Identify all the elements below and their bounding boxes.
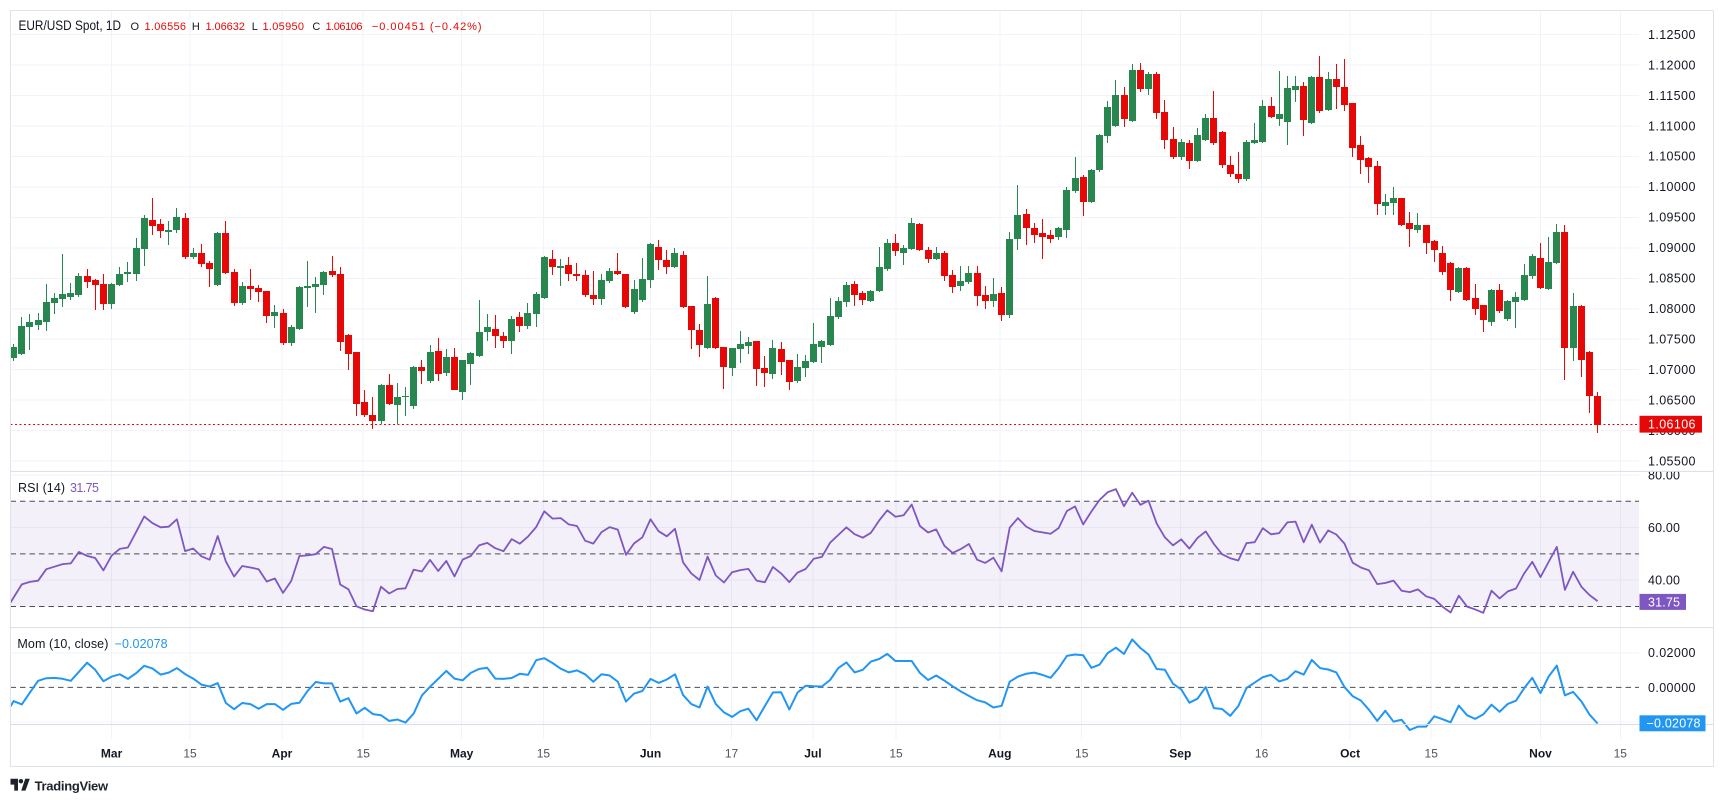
svg-text:Aug: Aug xyxy=(988,747,1011,761)
svg-text:1.07500: 1.07500 xyxy=(1648,333,1696,347)
svg-text:RSI (14): RSI (14) xyxy=(18,481,65,495)
svg-text:1.06556: 1.06556 xyxy=(145,21,187,33)
svg-text:1.06106: 1.06106 xyxy=(1648,418,1696,432)
svg-text:1.06632: 1.06632 xyxy=(206,21,245,33)
svg-text:15: 15 xyxy=(357,747,371,761)
svg-text:Sep: Sep xyxy=(1169,747,1191,761)
svg-text:EUR/USD Spot, 1D: EUR/USD Spot, 1D xyxy=(19,17,122,33)
svg-text:15: 15 xyxy=(183,747,197,761)
svg-text:15: 15 xyxy=(1614,747,1628,761)
svg-text:Mar: Mar xyxy=(101,747,123,761)
svg-text:Jun: Jun xyxy=(640,747,661,761)
svg-text:1.06500: 1.06500 xyxy=(1648,394,1696,408)
svg-text:0.02000: 0.02000 xyxy=(1648,646,1696,660)
svg-text:40.00: 40.00 xyxy=(1648,574,1680,588)
svg-text:1.09500: 1.09500 xyxy=(1648,211,1696,225)
svg-text:−0.00451 (−0.42%): −0.00451 (−0.42%) xyxy=(372,21,482,33)
svg-text:1.08500: 1.08500 xyxy=(1648,272,1696,286)
svg-text:Oct: Oct xyxy=(1340,747,1360,761)
svg-text:1.12000: 1.12000 xyxy=(1648,58,1696,72)
svg-text:O: O xyxy=(131,21,140,33)
svg-text:31.75: 31.75 xyxy=(1648,595,1680,609)
svg-text:1.12500: 1.12500 xyxy=(1648,28,1696,42)
svg-text:1.09000: 1.09000 xyxy=(1648,241,1696,255)
svg-text:−0.02078: −0.02078 xyxy=(1647,717,1701,731)
svg-text:1.11000: 1.11000 xyxy=(1648,119,1696,133)
svg-text:TradingView: TradingView xyxy=(35,779,109,794)
svg-text:Apr: Apr xyxy=(272,747,293,761)
svg-text:−0.02078: −0.02078 xyxy=(115,637,168,651)
svg-text:15: 15 xyxy=(1075,747,1089,761)
svg-text:31.75: 31.75 xyxy=(70,481,99,495)
svg-text:15: 15 xyxy=(1425,747,1439,761)
svg-text:1.06106: 1.06106 xyxy=(326,21,363,33)
svg-text:L: L xyxy=(252,21,258,33)
svg-text:16: 16 xyxy=(1255,747,1269,761)
svg-text:80.00: 80.00 xyxy=(1648,468,1680,482)
svg-text:1.05950: 1.05950 xyxy=(263,21,305,33)
svg-text:Jul: Jul xyxy=(804,747,821,761)
svg-text:1.08000: 1.08000 xyxy=(1648,302,1696,316)
svg-text:May: May xyxy=(450,747,474,761)
svg-text:0.00000: 0.00000 xyxy=(1648,681,1696,695)
svg-text:1.10000: 1.10000 xyxy=(1648,180,1696,194)
svg-text:Mom (10, close): Mom (10, close) xyxy=(17,637,108,651)
svg-text:60.00: 60.00 xyxy=(1648,521,1680,535)
svg-text:1.10500: 1.10500 xyxy=(1648,150,1696,164)
svg-text:1.07000: 1.07000 xyxy=(1648,363,1696,377)
svg-text:17: 17 xyxy=(725,747,739,761)
svg-text:15: 15 xyxy=(889,747,903,761)
svg-text:C: C xyxy=(312,21,320,33)
svg-text:15: 15 xyxy=(537,747,551,761)
svg-text:Nov: Nov xyxy=(1529,747,1552,761)
svg-text:1.11500: 1.11500 xyxy=(1648,89,1696,103)
svg-text:1.05500: 1.05500 xyxy=(1648,455,1696,469)
svg-text:H: H xyxy=(192,21,200,33)
